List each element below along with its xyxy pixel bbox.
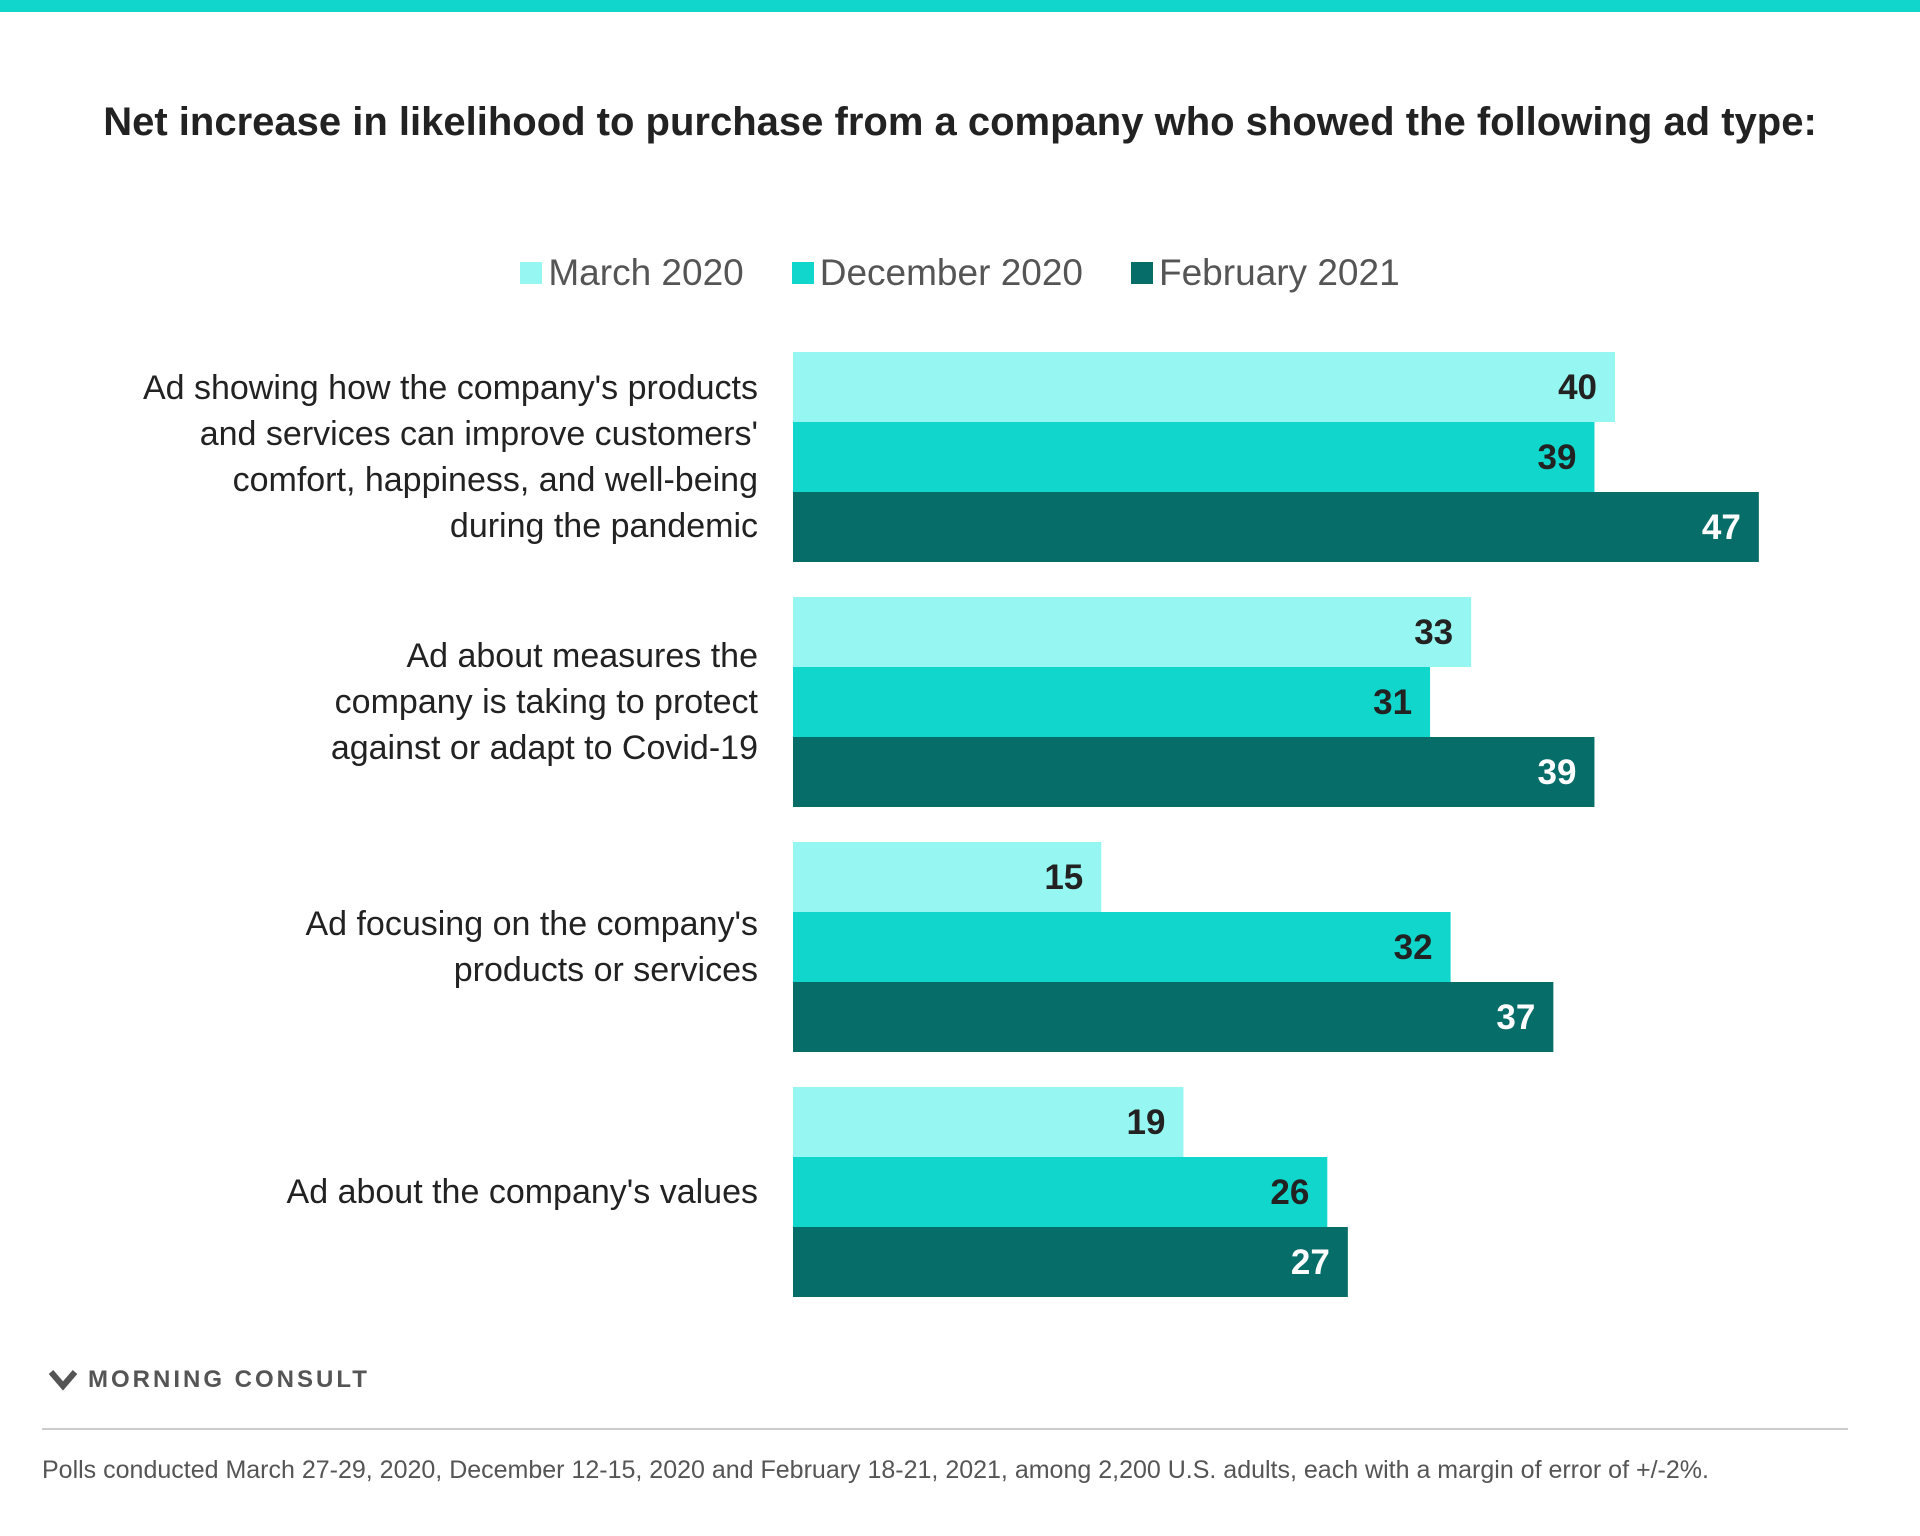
category-label: against or adapt to Covid-19	[331, 729, 758, 767]
chart-title: Net increase in likelihood to purchase f…	[103, 100, 1817, 144]
category-label: Ad showing how the company's products	[143, 369, 758, 407]
bar-value-label: 39	[1538, 753, 1577, 792]
category-label: Ad focusing on the company's	[305, 905, 758, 943]
legend-swatch	[1131, 262, 1153, 284]
bar	[793, 492, 1759, 562]
category-label: and services can improve customers'	[200, 415, 758, 453]
bar	[793, 1087, 1184, 1157]
top-accent-bar	[0, 0, 1920, 12]
legend-item: February 2021	[1131, 252, 1400, 294]
bar-value-label: 27	[1291, 1243, 1330, 1282]
bar	[793, 842, 1102, 912]
category-label: products or services	[454, 951, 758, 989]
legend-swatch	[520, 262, 543, 284]
bar-value-label: 37	[1496, 998, 1535, 1037]
bar	[793, 352, 1615, 422]
bar	[793, 1227, 1348, 1297]
bar	[793, 597, 1472, 667]
legend-label: February 2021	[1159, 252, 1400, 293]
bar	[793, 667, 1431, 737]
bar-value-label: 40	[1558, 368, 1597, 407]
bar-value-label: 15	[1044, 858, 1083, 897]
category-label: comfort, happiness, and well-being	[233, 461, 758, 499]
brand-logo: MORNING CONSULT	[48, 1366, 370, 1394]
legend-item: March 2020	[520, 252, 744, 294]
legend-item: December 2020	[791, 252, 1083, 294]
legend-swatch	[791, 262, 814, 284]
legend-label: December 2020	[819, 252, 1083, 293]
category-label: company is taking to protect	[335, 683, 759, 721]
morning-consult-m-icon	[48, 1370, 78, 1391]
footnote: Polls conducted March 27-29, 2020, Decem…	[42, 1456, 1709, 1484]
category-label: Ad about measures the	[406, 637, 758, 675]
logo-text: MORNING CONSULT	[88, 1366, 370, 1393]
category-label: Ad about the company's values	[287, 1173, 758, 1211]
bar-value-label: 47	[1702, 508, 1741, 547]
bar-value-label: 31	[1373, 683, 1412, 722]
bar	[793, 737, 1595, 807]
divider	[42, 1428, 1848, 1430]
category-label: during the pandemic	[450, 507, 758, 545]
bar-value-label: 19	[1127, 1103, 1166, 1142]
bar	[793, 982, 1554, 1052]
bar-value-label: 39	[1538, 438, 1577, 477]
bar	[793, 422, 1595, 492]
bar-value-label: 32	[1394, 928, 1433, 967]
bar	[793, 912, 1451, 982]
bar-value-label: 33	[1414, 613, 1453, 652]
bar	[793, 1157, 1328, 1227]
bar-value-label: 26	[1270, 1173, 1309, 1212]
legend: March 2020 December 2020 February 2021	[0, 252, 1920, 294]
legend-label: March 2020	[548, 252, 744, 293]
